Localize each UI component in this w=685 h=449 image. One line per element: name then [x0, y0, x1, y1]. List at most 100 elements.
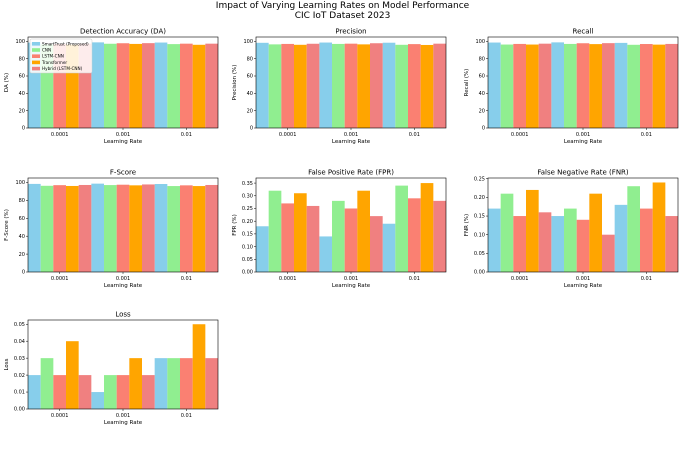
bar-smarttrust-proposed-0.01	[154, 358, 168, 409]
y-tick-label: 100	[475, 39, 485, 45]
bar-transformer-0.01	[192, 186, 206, 272]
bar-transformer-0.0001	[66, 185, 79, 272]
y-tick-label: 40	[19, 234, 25, 240]
y-tick-label: 40	[247, 91, 253, 97]
bar-hybrid-lstm-cnn-0.01	[433, 200, 446, 272]
bar-smarttrust-proposed-0.01	[614, 42, 628, 128]
chart-panel-precision: Precision 0 20 40 60 80 100 0.0001 0.001 0.01 Lear…	[232, 28, 447, 145]
bar-lstm-cnn-0.01	[180, 185, 193, 272]
bar-lstm-cnn-0.0001	[53, 185, 66, 272]
y-axis-label: Precision (%)	[232, 65, 238, 101]
bar-smarttrust-proposed-0.0001	[488, 42, 501, 128]
chart-panel-loss: Loss 0.00 0.01 0.02 0.03 0.04 0.05 0.0001 0.001 0…	[4, 311, 219, 426]
y-tick-label: 100	[243, 39, 253, 45]
bar-transformer-0.01	[192, 324, 206, 409]
bar-lstm-cnn-0.0001	[281, 203, 294, 272]
y-tick-label: 0.30	[242, 193, 253, 199]
legend-label-hybrid-lstm-cnn: Hybrid (LSTM-CNN)	[42, 66, 83, 71]
y-tick-label: 0.05	[474, 251, 485, 257]
bar-lstm-cnn-0.0001	[281, 43, 294, 128]
x-axis-label: Learning Rate	[564, 139, 603, 145]
bar-cnn-0.0001	[40, 358, 54, 409]
y-tick-label: 0.02	[14, 373, 25, 379]
legend-label-cnn: CNN	[42, 48, 51, 53]
bar-smarttrust-proposed-0.01	[154, 184, 168, 272]
bar-cnn-0.001	[332, 200, 345, 272]
bar-hybrid-lstm-cnn-0.01	[205, 184, 218, 272]
panel-title: Detection Accuracy (DA)	[80, 28, 166, 36]
x-tick-label: 0.01	[181, 132, 192, 138]
bar-cnn-0.01	[627, 44, 640, 128]
y-tick-label: 0.15	[474, 214, 485, 220]
bar-transformer-0.0001	[526, 44, 539, 128]
chart-panel-false-positive-rate-fpr: False Positive Rate (FPR) 0.00 0.05 0.10 0.1…	[232, 169, 447, 289]
bar-smarttrust-proposed-0.001	[551, 42, 564, 129]
x-tick-label: 0.001	[344, 132, 358, 138]
bar-transformer-0.001	[129, 185, 142, 272]
y-tick-label: 0	[22, 126, 25, 132]
bar-transformer-0.01	[420, 44, 434, 128]
y-axis-label: Loss	[4, 358, 10, 370]
y-tick-label: 0.20	[242, 219, 253, 225]
chart-panel-detection-accuracy-da: Detection Accuracy (DA) 0 20 40 60 80 100 0.000…	[4, 28, 219, 145]
bar-cnn-0.001	[104, 375, 117, 409]
y-tick-label: 0.03	[14, 356, 25, 362]
y-tick-label: 0.05	[242, 257, 253, 263]
bar-smarttrust-proposed-0.001	[91, 42, 104, 129]
x-axis-label: Learning Rate	[332, 139, 371, 145]
legend-swatch-transformer	[32, 60, 40, 65]
bar-hybrid-lstm-cnn-0.001	[142, 375, 155, 409]
y-tick-label: 20	[479, 108, 485, 114]
bar-smarttrust-proposed-0.001	[319, 236, 332, 272]
y-tick-label: 80	[247, 56, 253, 62]
y-tick-label: 100	[15, 180, 25, 186]
bar-cnn-0.01	[167, 44, 180, 128]
bar-lstm-cnn-0.001	[116, 184, 130, 272]
y-tick-label: 0.25	[474, 176, 485, 182]
y-tick-label: 0.10	[474, 232, 485, 238]
y-tick-label: 0.10	[242, 244, 253, 250]
legend-swatch-smarttrust-proposed	[32, 42, 40, 46]
bar-cnn-0.01	[395, 185, 408, 272]
bar-transformer-0.0001	[66, 341, 79, 409]
y-tick-label: 0	[250, 126, 253, 132]
x-tick-label: 0.0001	[51, 413, 69, 419]
x-tick-label: 0.0001	[511, 276, 529, 282]
bar-smarttrust-proposed-0.001	[91, 183, 104, 272]
bar-hybrid-lstm-cnn-0.0001	[306, 43, 320, 129]
y-tick-label: 20	[19, 252, 25, 258]
bar-hybrid-lstm-cnn-0.01	[665, 43, 678, 128]
panel-title: Recall	[573, 28, 594, 36]
y-tick-label: 0.05	[14, 322, 25, 328]
x-tick-label: 0.01	[181, 413, 192, 419]
bar-cnn-0.0001	[500, 193, 514, 272]
bar-lstm-cnn-0.01	[408, 198, 421, 272]
bar-hybrid-lstm-cnn-0.001	[142, 184, 155, 272]
bar-cnn-0.01	[627, 186, 640, 272]
bar-transformer-0.001	[589, 193, 602, 272]
y-tick-label: 40	[479, 91, 485, 97]
y-tick-label: 100	[15, 39, 25, 45]
bar-hybrid-lstm-cnn-0.001	[142, 43, 155, 128]
y-tick-label: 80	[479, 56, 485, 62]
bar-lstm-cnn-0.01	[180, 358, 193, 409]
x-tick-label: 0.01	[409, 276, 420, 282]
bar-cnn-0.0001	[500, 44, 514, 128]
bar-lstm-cnn-0.001	[576, 43, 590, 128]
y-tick-label: 80	[19, 56, 25, 62]
bar-cnn-0.001	[332, 43, 345, 128]
x-axis-label: Learning Rate	[332, 283, 371, 289]
bar-smarttrust-proposed-0.01	[154, 42, 168, 128]
x-tick-label: 0.001	[116, 413, 130, 419]
bar-lstm-cnn-0.001	[344, 208, 358, 272]
bar-lstm-cnn-0.001	[344, 43, 358, 128]
figure-title-line2: CIC IoT Dataset 2023	[294, 11, 391, 21]
y-tick-label: 0.25	[242, 206, 253, 212]
bar-smarttrust-proposed-0.01	[382, 223, 396, 272]
bar-transformer-0.0001	[294, 44, 307, 128]
y-tick-label: 0.00	[474, 270, 485, 276]
x-tick-label: 0.001	[576, 276, 590, 282]
bar-smarttrust-proposed-0.01	[382, 42, 396, 128]
x-tick-label: 0.0001	[51, 276, 69, 282]
